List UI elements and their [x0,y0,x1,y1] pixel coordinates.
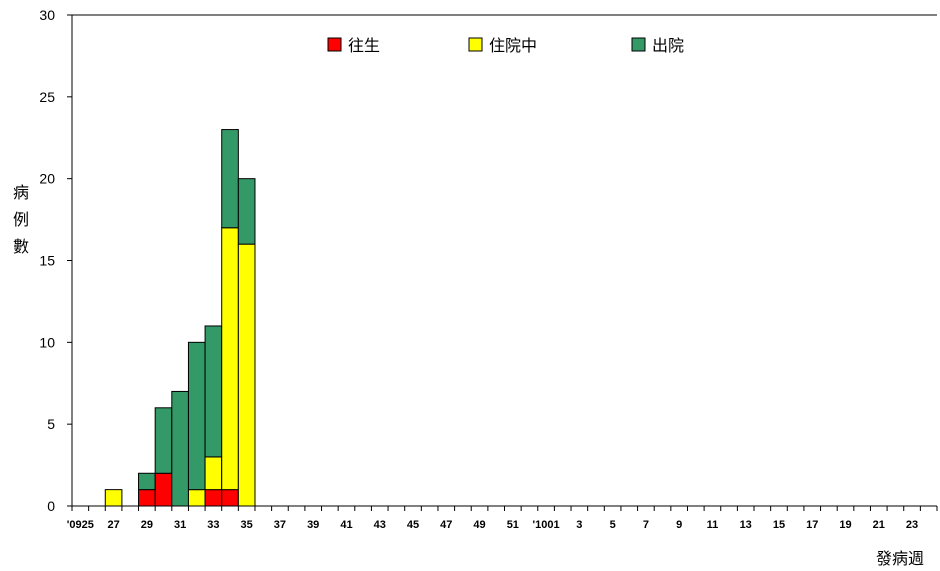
bar-出院-32 [187,341,206,491]
y-tick-label: 25 [39,89,55,105]
x-tick-label: '1001 [533,519,560,531]
y-tick-label: 0 [47,498,55,514]
bar-往生-30 [154,472,173,507]
legend-swatch-出院 [631,37,646,52]
y-tick-label: 20 [39,171,55,187]
bar-出院-29 [138,472,156,491]
bar-住院中-35 [237,243,256,507]
x-tick-label: 27 [107,519,119,531]
legend-label-往生: 往生 [348,36,380,55]
x-tick-label: 31 [174,519,186,531]
x-tick-label: 13 [740,519,752,531]
legend-swatch-往生 [327,37,342,52]
x-tick-label: 45 [407,519,419,531]
x-tick-label: 11 [707,519,719,531]
legend-label-住院中: 住院中 [489,36,537,55]
y-axis-label-char: 病 [13,183,29,202]
y-axis-label-char: 例 [13,210,29,229]
x-tick-label: 21 [873,519,885,531]
x-tick-label: 37 [274,519,286,531]
bar-住院中-32 [187,489,206,507]
legend-label-出院: 出院 [652,36,684,55]
x-tick-label: 5 [610,519,616,531]
bar-往生-33 [204,489,223,507]
x-tick-label: '0925 [67,519,94,531]
bar-出院-30 [154,407,173,474]
x-tick-label: 41 [340,519,352,531]
bar-住院中-34 [221,227,239,491]
y-tick-label: 10 [39,334,55,350]
bar-往生-34 [221,489,239,507]
x-tick-label: 35 [241,519,253,531]
x-tick-label: 23 [906,519,918,531]
x-tick-label: 47 [440,519,452,531]
x-tick-label: 9 [676,519,682,531]
x-tick-label: 3 [576,519,582,531]
x-ticks: '0925 27 29 31 33 35 37 39 41 43 45 47 49 51'1001 3 5 7 9… [67,506,938,531]
y-ticks: 0 5 10 15 20 25 30 [39,7,72,514]
bar-出院-31 [171,390,189,507]
y-tick-label: 30 [39,7,55,23]
x-tick-label: 51 [507,519,519,531]
bar-住院中-33 [204,456,223,491]
y-axis-label: 病例數 [13,183,29,256]
legend-swatch-住院中 [468,37,483,52]
x-tick-label: 7 [643,519,649,531]
x-axis-label: 發病週 [876,549,924,568]
y-tick-label: 5 [47,416,55,432]
x-tick-label: 17 [806,519,818,531]
bar-住院中-27 [104,489,123,507]
bar-出院-34 [221,129,239,229]
x-tick-label: 39 [307,519,319,531]
y-axis-label-char: 數 [13,237,29,256]
bar-往生-29 [138,489,156,507]
x-tick-label: 33 [207,519,219,531]
bar-出院-35 [237,178,256,245]
x-tick-label: 15 [773,519,785,531]
legend: 往生 住院中 出院 [327,36,684,55]
bar-出院-33 [204,325,223,458]
x-tick-label: 49 [473,519,485,531]
y-tick-label: 15 [39,253,55,269]
x-tick-label: 43 [374,519,386,531]
bars-layer [104,129,256,507]
x-tick-label: 29 [141,519,153,531]
x-tick-label: 19 [839,519,851,531]
